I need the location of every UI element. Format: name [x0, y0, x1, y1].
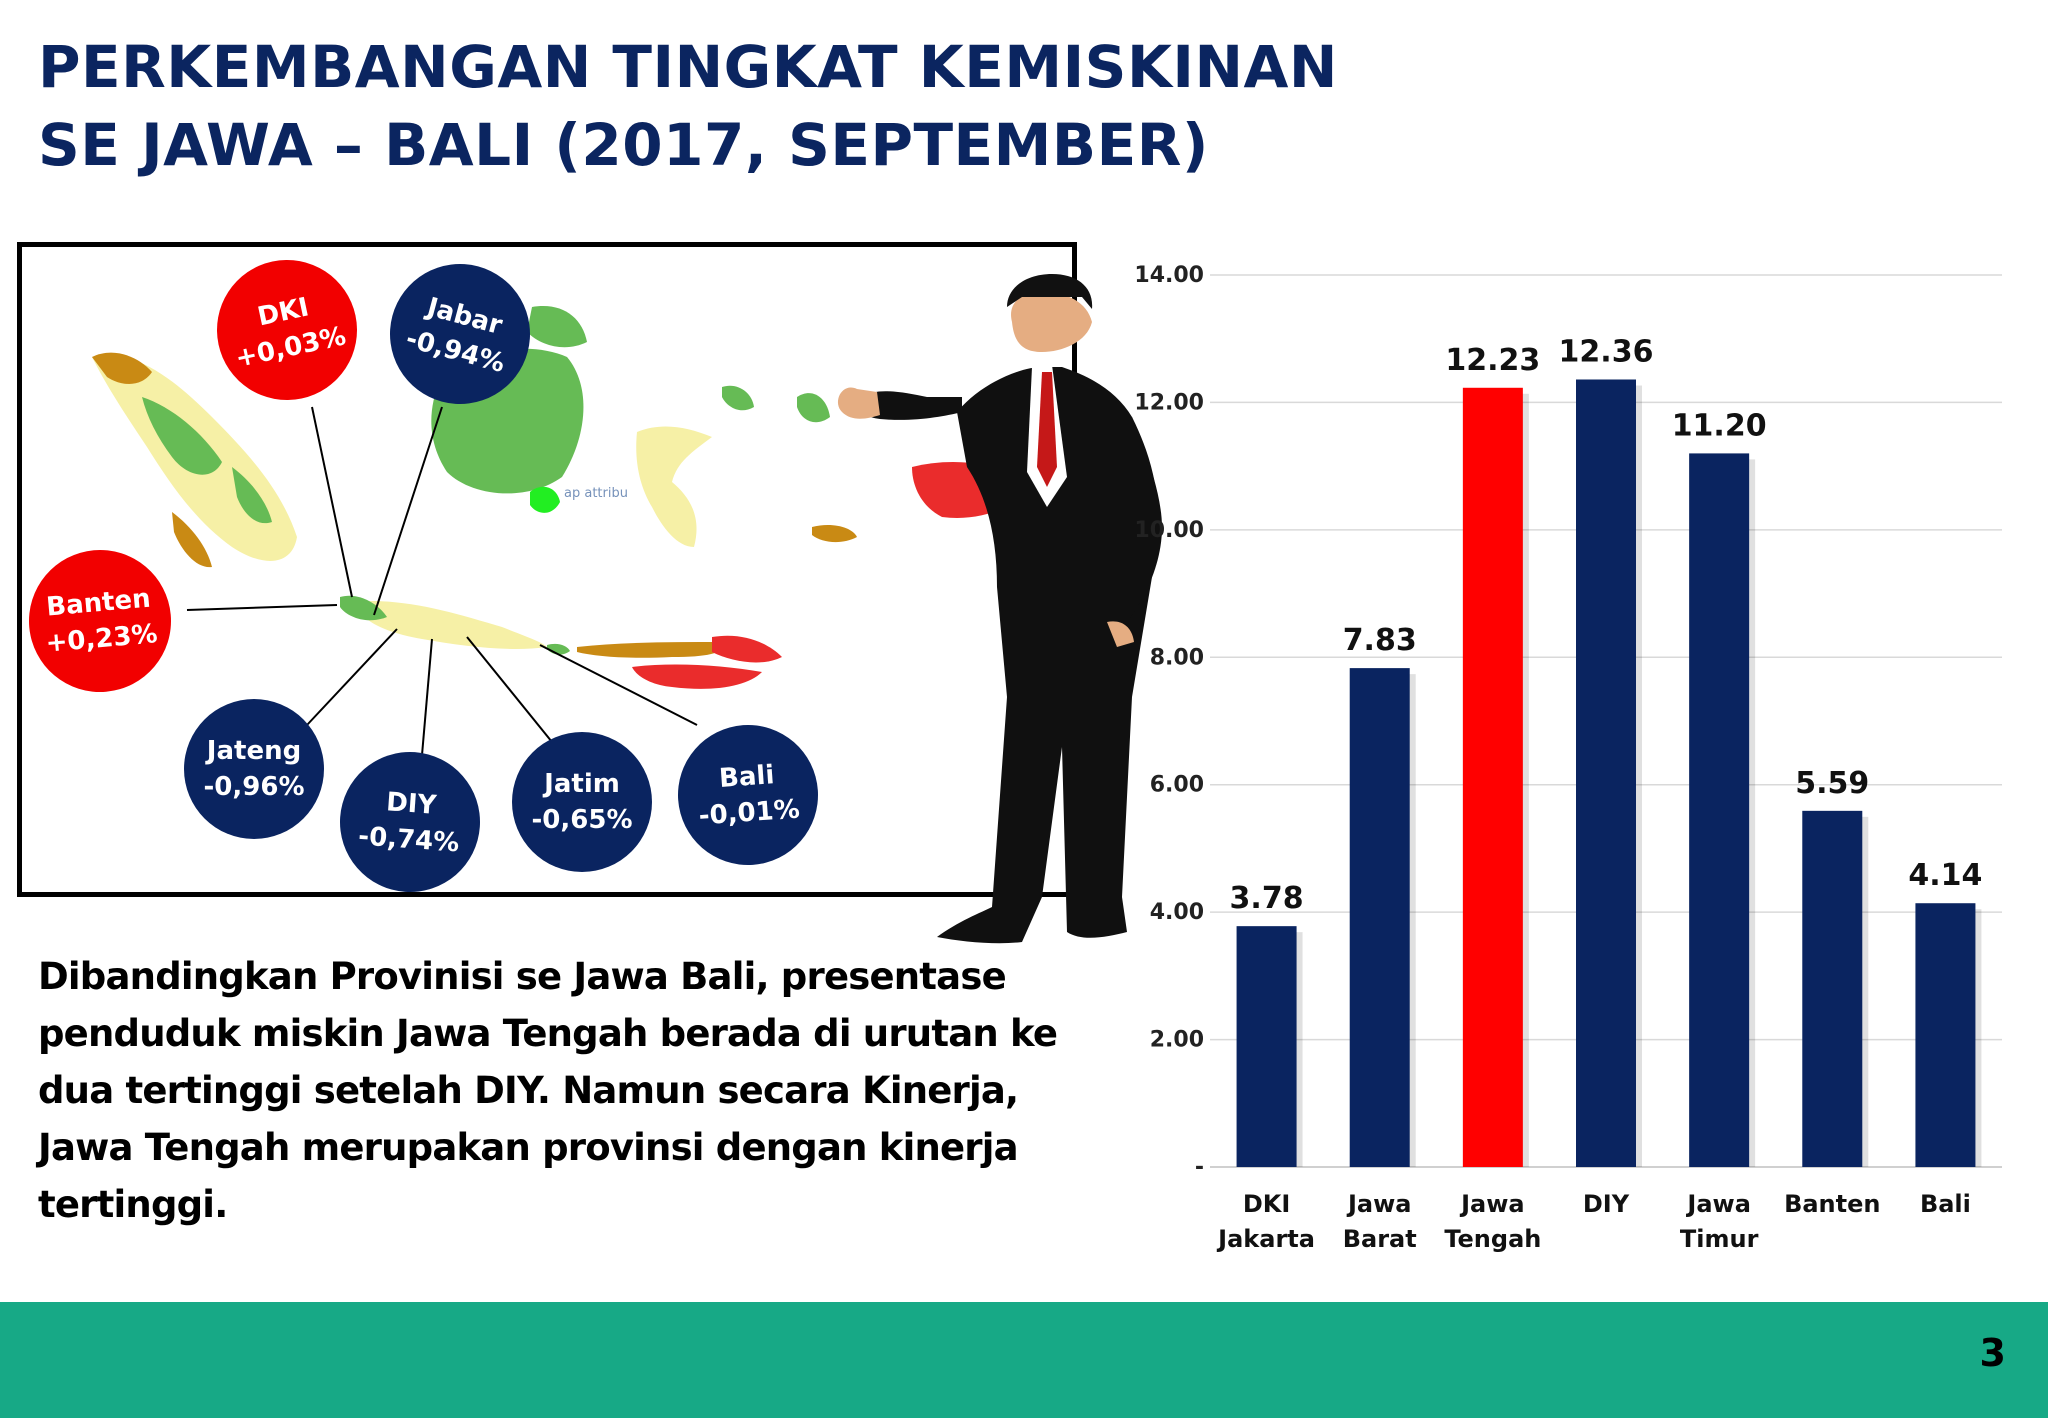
map-sulawesi [636, 426, 712, 547]
x-tick-label-4-1: Timur [1680, 1225, 1759, 1253]
map-nusa-tenggara [577, 642, 723, 658]
data-label-2: 12.23 [1445, 343, 1540, 378]
callout-jateng-name: Jateng [206, 736, 302, 766]
map-illustration: ap attribu [92, 274, 1162, 944]
x-tick-label-6-0: Bali [1920, 1190, 1971, 1218]
bar-4 [1689, 453, 1750, 1167]
bar-3 [1576, 379, 1636, 1167]
bar-6 [1915, 903, 1976, 1167]
y-tick-label-6: 12.00 [1134, 390, 1204, 415]
x-tick-label-4-0: Jawa [1685, 1190, 1751, 1218]
x-tick-label-2-1: Tengah [1444, 1225, 1541, 1253]
y-tick-label-5: 10.00 [1134, 518, 1204, 543]
map-watermark: ap attribu [564, 486, 628, 501]
map-sumatra-green [142, 397, 222, 475]
x-tick-label-5-0: Banten [1784, 1190, 1880, 1218]
x-tick-label-1-1: Barat [1343, 1225, 1417, 1253]
map-maluku-south [812, 525, 857, 543]
y-tick-label-2: 4.00 [1150, 900, 1204, 925]
callout-jatim-name: Jatim [544, 769, 620, 799]
map-sumatra-north [92, 352, 152, 384]
callout-line-jabar [373, 406, 443, 616]
y-tick-label-0: - [1195, 1155, 1204, 1180]
callout-line-diy [421, 638, 433, 756]
bar-5 [1802, 810, 1863, 1167]
x-tick-label-2-0: Jawa [1459, 1190, 1525, 1218]
page-number: 3 [1979, 1331, 2006, 1375]
indonesia-map-panel: ap attribu DKI +0,03% Jabar -0,94% Bante… [17, 242, 1162, 944]
callout-diy-value: -0,74% [357, 821, 461, 859]
map-maluku [797, 393, 830, 423]
map-sumatra-mid [232, 467, 272, 524]
callout-line-jatim [466, 636, 553, 743]
title-line-2: SE JAWA – BALI (2017, SEPTEMBER) [38, 111, 1209, 179]
y-tick-label-4: 8.00 [1150, 645, 1204, 670]
page-title: PERKEMBANGAN TINGKAT KEMISKINAN SE JAWA … [38, 28, 1338, 184]
callout-jateng-value: -0,96% [203, 772, 305, 802]
data-label-6: 4.14 [1908, 858, 1982, 893]
callout-line-banten [186, 604, 338, 611]
data-label-0: 3.78 [1230, 881, 1304, 916]
map-timor [712, 635, 782, 663]
x-tick-label-0-0: DKI [1243, 1190, 1290, 1218]
title-line-1: PERKEMBANGAN TINGKAT KEMISKINAN [38, 33, 1338, 101]
callout-line-bali [539, 644, 698, 726]
y-tick-label-3: 6.00 [1150, 773, 1204, 798]
data-label-1: 7.83 [1343, 623, 1417, 658]
map-sulawesi-green [722, 385, 754, 411]
y-tick-label-1: 2.00 [1150, 1028, 1204, 1053]
x-tick-label-0-1: Jakarta [1216, 1225, 1315, 1253]
callout-line-jateng [306, 628, 398, 726]
callout-jatim-value: -0,65% [531, 805, 633, 835]
callout-bali-value: -0,01% [697, 794, 801, 832]
y-tick-label-7: 14.00 [1134, 263, 1204, 288]
data-label-5: 5.59 [1795, 766, 1869, 801]
bar-2 [1462, 387, 1523, 1167]
poverty-bar-chart: - 2.00 4.00 6.00 8.00 10.00 12.00 14.00 3.78 DKI J… [1134, 263, 2002, 1253]
map-sumatra-south [172, 512, 212, 568]
data-label-4: 11.20 [1672, 408, 1767, 443]
map-java [352, 601, 547, 650]
callout-bali-name: Bali [718, 760, 776, 794]
presenter-figure [837, 274, 1162, 944]
x-tick-label-1-0: Jawa [1346, 1190, 1412, 1218]
callout-jatim: Jatim -0,65% [512, 732, 652, 872]
callout-jateng: Jateng -0,96% [184, 699, 324, 839]
map-kalimantan-north [527, 306, 587, 348]
map-kalimantan-highlight [530, 486, 560, 513]
bar-0 [1236, 926, 1297, 1167]
bar-1 [1349, 668, 1410, 1167]
x-tick-label-3-0: DIY [1583, 1190, 1630, 1218]
callout-line-dki [311, 406, 353, 598]
callout-diy-name: DIY [385, 787, 438, 821]
footer-bar [0, 1302, 2048, 1418]
map-nusa-tenggara-east [632, 664, 762, 689]
summary-text: Dibandingkan Provinisi se Jawa Bali, pre… [38, 955, 1058, 1226]
data-label-3: 12.36 [1559, 334, 1654, 369]
